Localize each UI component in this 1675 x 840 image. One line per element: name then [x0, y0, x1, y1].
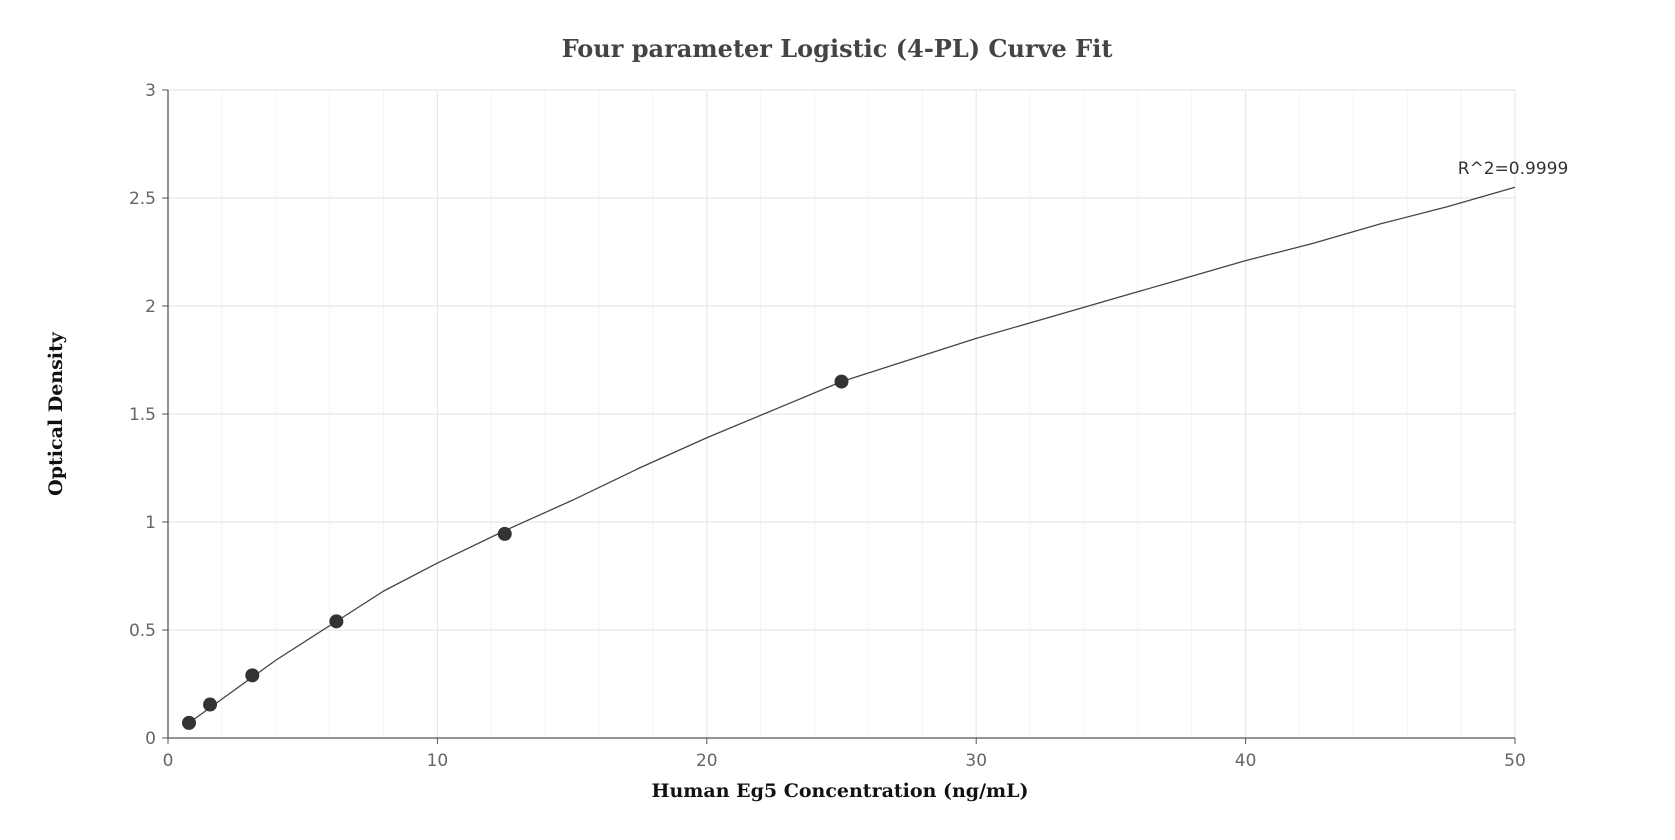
x-tick-label: 0 — [163, 751, 174, 771]
data-point — [497, 526, 512, 541]
y-tick-label: 0 — [145, 729, 156, 749]
x-tick-label: 10 — [427, 751, 449, 771]
y-tick-label: 3 — [145, 81, 156, 101]
data-point — [834, 374, 849, 389]
data-point — [182, 715, 197, 730]
data-points — [182, 374, 849, 730]
data-point — [329, 614, 344, 629]
grid — [168, 89, 1516, 738]
x-tick-label: 20 — [696, 751, 718, 771]
y-tick-label: 0.5 — [129, 621, 156, 641]
axes: 0 10 20 30 40 50 0 0.5 1 1.5 2 2.5 3 — [129, 81, 1526, 771]
x-axis-label: Human Eg5 Concentration (ng/mL) — [652, 780, 1029, 802]
y-tick-label: 1 — [145, 513, 156, 533]
fit-curve-group — [188, 186, 1516, 724]
x-tick-label: 40 — [1235, 751, 1257, 771]
y-tick-label: 2.5 — [129, 189, 156, 209]
y-axis-label: Optical Density — [45, 331, 67, 496]
x-tick-label: 30 — [965, 751, 987, 771]
labels: Four parameter Logistic (4-PL) Curve Fit… — [45, 34, 1568, 802]
x-tick-label: 50 — [1504, 751, 1526, 771]
y-tick-label: 1.5 — [129, 405, 156, 425]
fit-curve-line — [188, 186, 1516, 724]
r-squared-annotation: R^2=0.9999 — [1458, 159, 1569, 179]
data-point — [245, 668, 260, 683]
chart-title: Four parameter Logistic (4-PL) Curve Fit — [562, 34, 1113, 63]
data-point — [203, 697, 218, 712]
y-tick-label: 2 — [145, 297, 156, 317]
